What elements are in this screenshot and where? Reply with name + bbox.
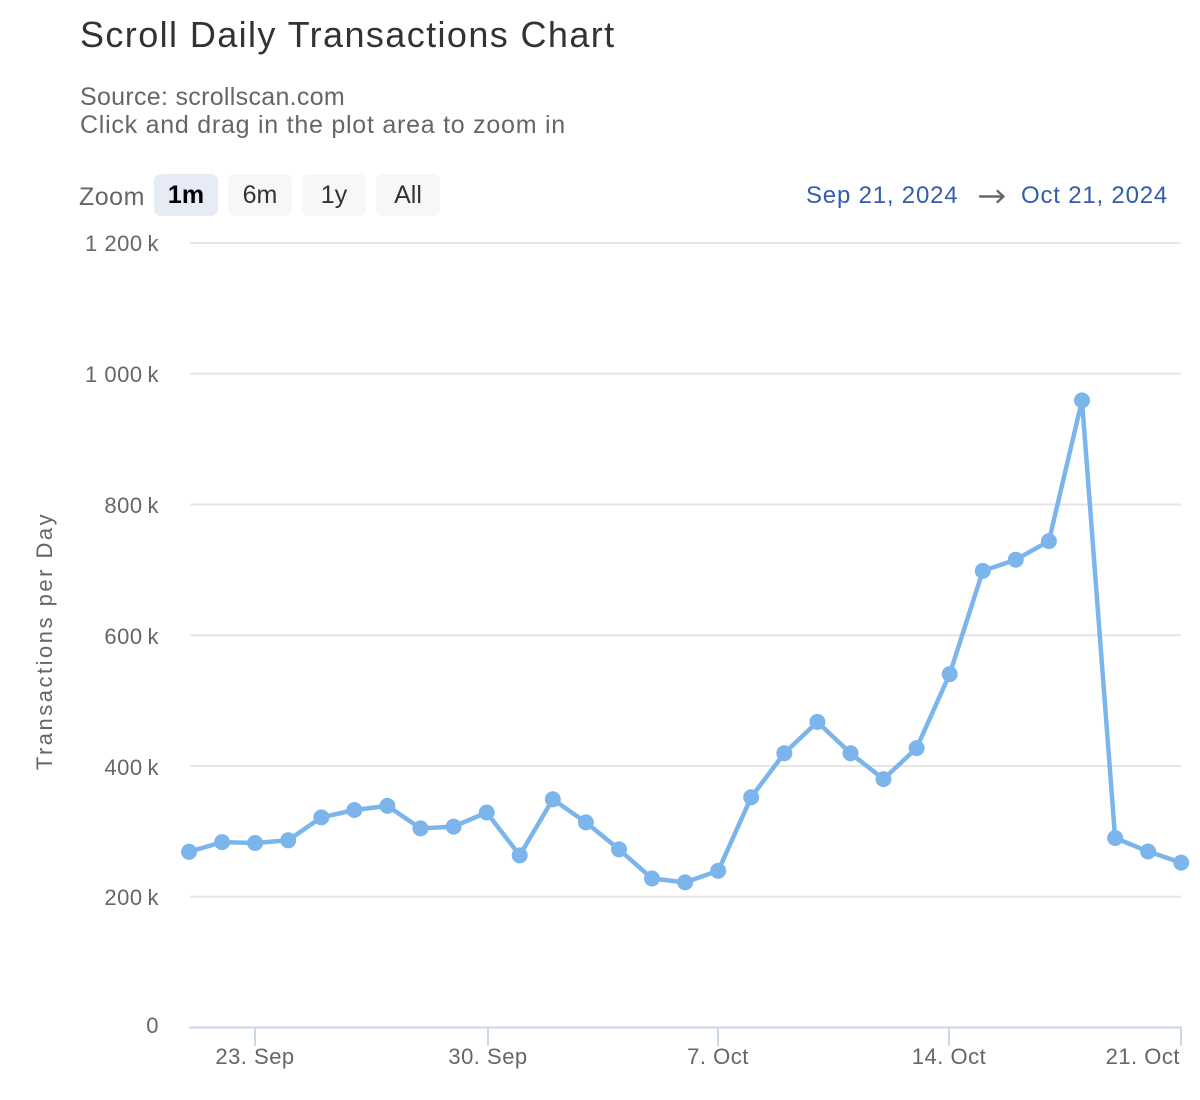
svg-text:Transactions per Day: Transactions per Day (32, 512, 57, 770)
